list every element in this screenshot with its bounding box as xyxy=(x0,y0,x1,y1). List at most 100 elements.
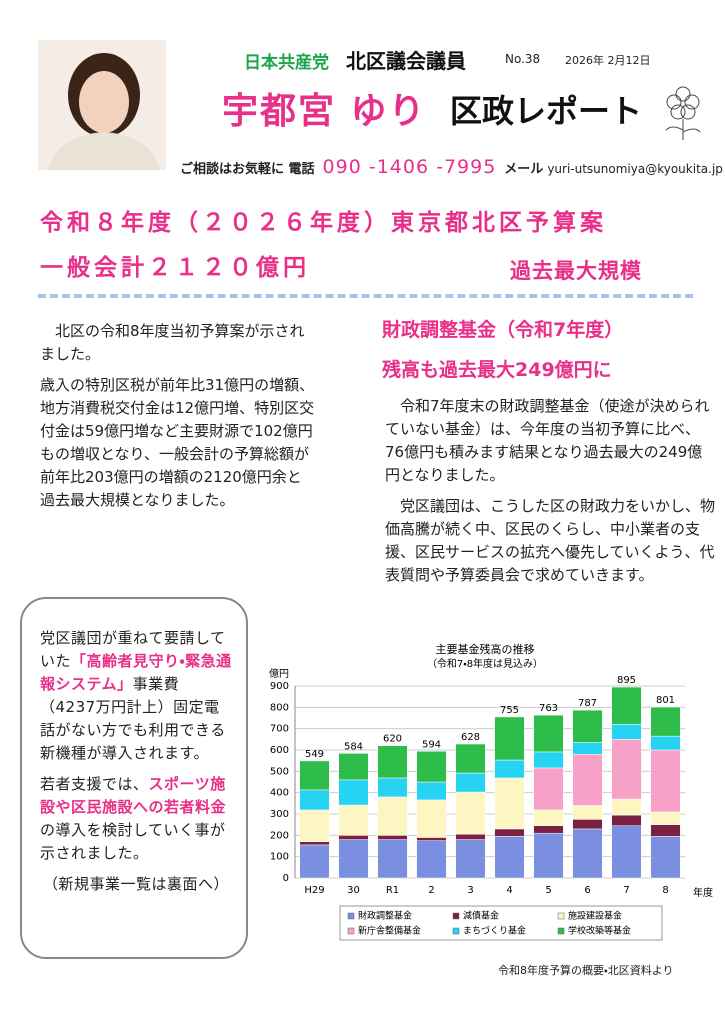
bar-segment xyxy=(572,709,603,743)
bar-segment xyxy=(494,828,525,837)
legend-swatch xyxy=(347,927,355,935)
text: の導入を検討していく事が示されました。 xyxy=(40,821,226,862)
y-tick-label: 400 xyxy=(270,788,289,799)
total-label: 628 xyxy=(461,732,480,743)
chart-title: 主要基金残高の推移 xyxy=(436,642,535,656)
bar-segment xyxy=(650,706,681,737)
total-label: 549 xyxy=(305,749,324,760)
bar-segment xyxy=(494,716,525,761)
bar-segment xyxy=(377,777,408,798)
highlight: スポーツ施設や区民施設への若者料金 xyxy=(40,775,227,816)
chart: 主要基金残高の推移 （令和7・8年度は見込み） 億円 年度 0 100 200 300… xyxy=(269,642,713,941)
x-tick-label: R1 xyxy=(386,885,399,896)
legend-label: 新庁舎整備基金 xyxy=(358,925,421,937)
x-tick-label: 8 xyxy=(662,885,668,896)
callout-box: 党区議団が重ねて要請していた「高齢者見守り・緊急通報システム」事業費（4237万… xyxy=(20,597,248,959)
bar-segment xyxy=(338,779,369,806)
name: 宇都宮 ゆり xyxy=(222,91,427,132)
legend-swatch xyxy=(452,912,460,920)
legend-swatch xyxy=(557,912,565,920)
legend-label: まちづくり基金 xyxy=(463,925,526,937)
bar-segment xyxy=(611,724,642,740)
party: 日本共産党 xyxy=(244,53,329,73)
bar-segment xyxy=(533,809,564,826)
y-tick-label: 0 xyxy=(283,873,289,884)
legend-swatch xyxy=(557,927,565,935)
bar-segment xyxy=(494,836,525,879)
bar-segment xyxy=(494,777,525,830)
x-axis-label: 年度 xyxy=(693,886,713,899)
legend-label: 学校改築等基金 xyxy=(568,925,631,937)
paragraph: 党区議団は、こうした区の財政力をいかし、物価高騰が続く中、区民のくらし、中小業者… xyxy=(385,497,716,584)
contact-label: ご相談はお気軽に 電話 xyxy=(180,162,315,177)
y-axis-label: 億円 xyxy=(269,667,289,680)
bar-segment xyxy=(416,751,447,783)
bar-segment xyxy=(533,751,564,769)
x-tick-label: 30 xyxy=(347,885,360,896)
x-tick-label: 6 xyxy=(584,885,590,896)
total-label: 763 xyxy=(539,703,558,714)
phone: 090 -1406 -7995 xyxy=(322,156,497,178)
y-tick-label: 500 xyxy=(270,766,289,777)
bar-segment xyxy=(299,844,330,879)
bar-segment xyxy=(650,836,681,879)
heading: 残高も過去最大249億円に xyxy=(382,359,612,381)
x-tick-label: H29 xyxy=(304,885,324,896)
y-tick-label: 300 xyxy=(270,809,289,820)
bar-segment xyxy=(299,760,330,791)
bar-segment xyxy=(377,796,408,836)
bar-segment xyxy=(533,767,564,811)
bar-segment xyxy=(611,798,642,816)
highlight: 「高齢者見守り・緊急通報システム」 xyxy=(40,652,232,693)
y-tick-label: 700 xyxy=(270,724,289,735)
bar-segment xyxy=(455,791,486,835)
bar-segment xyxy=(377,835,408,840)
total-label: 895 xyxy=(617,675,636,686)
x-tick-label: 7 xyxy=(623,885,629,896)
bar-segment xyxy=(572,754,603,806)
headline: 一般会計２１２０億円 xyxy=(40,255,310,281)
chart-subtitle: （令和7・8年度は見込み） xyxy=(427,657,543,670)
bar-segment xyxy=(299,809,330,842)
bar-segment xyxy=(455,743,486,774)
bar-segment xyxy=(572,805,603,820)
paragraph: （新規事業一覧は裏面へ） xyxy=(42,875,229,893)
bar-segment xyxy=(338,753,369,781)
total-label: 801 xyxy=(656,695,675,706)
bar-segment xyxy=(650,824,681,837)
paragraph: 令和7年度末の財政調整基金（使途が決められていない基金）は、今年度の当初予算に比… xyxy=(385,397,710,484)
legend-label: 減債基金 xyxy=(463,910,499,922)
bar-segment xyxy=(533,825,564,834)
total-label: 620 xyxy=(383,734,402,745)
bar-segment xyxy=(611,825,642,879)
heading: 財政調整基金（令和7年度） xyxy=(382,319,624,341)
bar-segment xyxy=(377,745,408,779)
y-tick-label: 100 xyxy=(270,852,289,863)
total-label: 755 xyxy=(500,705,519,716)
bar-segment xyxy=(533,714,564,753)
bar-segment xyxy=(572,828,603,879)
divider xyxy=(38,294,693,298)
bar-segment xyxy=(455,839,486,879)
bar-segment xyxy=(572,742,603,755)
role: 北区議会議員 xyxy=(346,49,466,73)
bar-segment xyxy=(611,686,642,725)
paragraph: 歳入の特別区税が前年比31億円の増額、地方消費税交付金は12億円増、特別区交付金… xyxy=(40,376,315,509)
report-title: 区政レポート xyxy=(450,92,643,130)
bar-segment xyxy=(455,834,486,840)
bar-segment xyxy=(572,819,603,830)
source: 令和8年度予算の概要・北区資料より xyxy=(498,964,674,977)
paragraph: 若者支援では、スポーツ施設や区民施設への若者料金の導入を検討していく事が示されま… xyxy=(40,773,232,865)
bar-segment xyxy=(299,841,330,846)
bar-segment xyxy=(416,781,447,801)
legend xyxy=(339,905,663,941)
y-tick-label: 800 xyxy=(270,702,289,713)
text: 若者支援では、 xyxy=(40,775,149,793)
bar-segment xyxy=(416,799,447,838)
legend-label: 施設建設基金 xyxy=(568,910,622,922)
bar-segment xyxy=(338,835,369,840)
total-label: 787 xyxy=(578,698,597,709)
legend-swatch xyxy=(347,912,355,920)
y-tick-label: 200 xyxy=(270,830,289,841)
bar-segment xyxy=(650,735,681,751)
